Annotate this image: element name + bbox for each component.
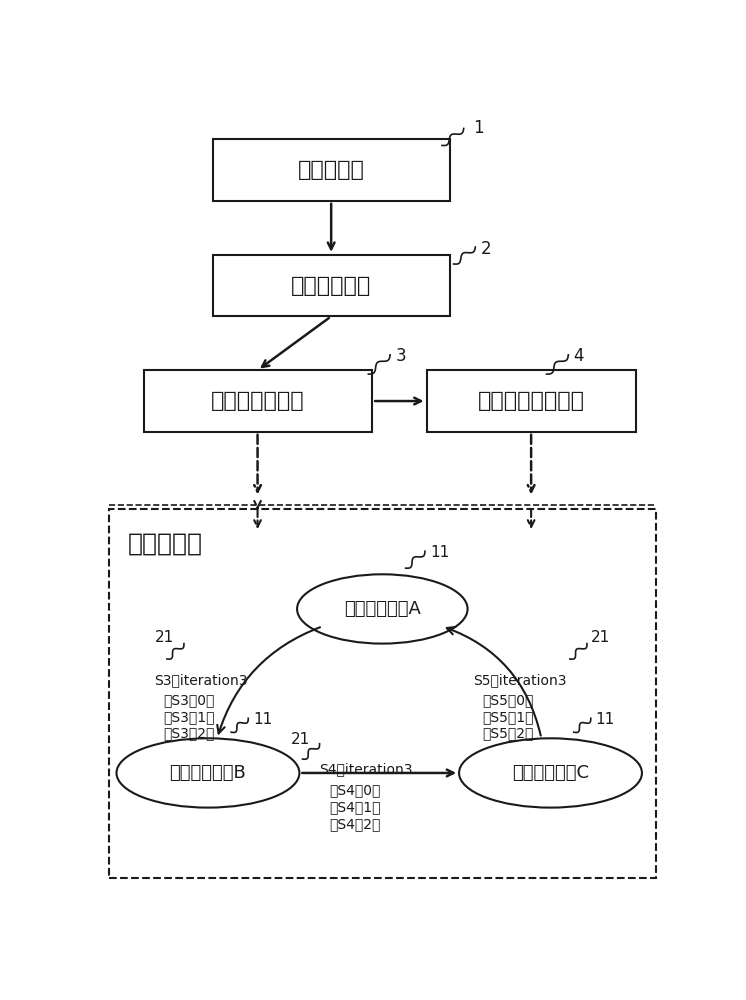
Bar xyxy=(427,370,636,432)
Text: （S4，0）: （S4，0） xyxy=(330,783,381,797)
Bar xyxy=(213,139,450,201)
Text: S4，iteration3: S4，iteration3 xyxy=(319,762,413,776)
Text: （S3，1）: （S3，1） xyxy=(163,710,215,724)
Ellipse shape xyxy=(459,738,642,808)
FancyArrowPatch shape xyxy=(217,627,320,733)
Text: S3，iteration3: S3，iteration3 xyxy=(154,674,247,688)
Text: 代码存储器: 代码存储器 xyxy=(298,160,365,180)
FancyArrowPatch shape xyxy=(447,627,541,736)
Text: （S5，2）: （S5，2） xyxy=(483,726,533,740)
Text: 1: 1 xyxy=(473,119,483,137)
Bar xyxy=(109,509,656,878)
Text: 21: 21 xyxy=(591,630,610,645)
Text: 11: 11 xyxy=(430,545,450,560)
Bar xyxy=(144,370,372,432)
Ellipse shape xyxy=(297,574,468,644)
Text: 迭代图模型: 迭代图模型 xyxy=(128,532,203,556)
Text: （S3，2）: （S3，2） xyxy=(163,726,214,740)
Text: 11: 11 xyxy=(595,712,615,727)
Text: （S4，1）: （S4，1） xyxy=(330,800,381,814)
Text: 迭代运算触发模块: 迭代运算触发模块 xyxy=(477,391,585,411)
Text: S5，iteration3: S5，iteration3 xyxy=(473,674,566,688)
Text: （S5，0）: （S5，0） xyxy=(483,694,533,708)
Text: （S5，1）: （S5，1） xyxy=(483,710,534,724)
Text: 4: 4 xyxy=(574,347,584,365)
Text: 21: 21 xyxy=(291,732,310,747)
Text: 迭代计算节点B: 迭代计算节点B xyxy=(169,764,246,782)
Text: （S3，0）: （S3，0） xyxy=(163,694,214,708)
Text: 迭代计算节点C: 迭代计算节点C xyxy=(512,764,589,782)
Text: 2: 2 xyxy=(480,240,492,258)
Text: 迭代计算节点A: 迭代计算节点A xyxy=(344,600,421,618)
Text: 3: 3 xyxy=(395,347,406,365)
Ellipse shape xyxy=(116,738,299,808)
Text: 迭代图生成模块: 迭代图生成模块 xyxy=(210,391,304,411)
Bar xyxy=(213,255,450,316)
Text: 代码读取模块: 代码读取模块 xyxy=(291,276,372,296)
Text: 11: 11 xyxy=(253,712,272,727)
Text: 21: 21 xyxy=(155,630,175,645)
Text: （S4，2）: （S4，2） xyxy=(330,817,381,831)
